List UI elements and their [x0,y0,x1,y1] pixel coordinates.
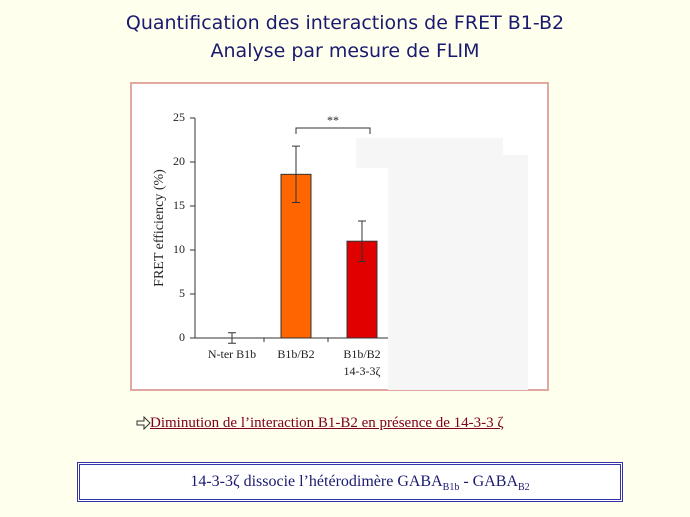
y-tick-label: 5 [179,286,185,300]
blank-panel [356,138,528,390]
title-line: Analyse par mesure de FLIM [210,40,480,62]
x-tick-label: B1b/B2 [277,347,315,361]
y-tick-label: 25 [173,110,185,124]
conclusion-text: - GABA [459,473,518,490]
x-tick-label: N-ter B1b [207,347,257,361]
significance-bracket [295,127,371,134]
title-line: Quantification des interactions de FRET … [125,12,565,34]
y-tick-label: 15 [173,198,185,212]
subscript: B1b [442,482,460,494]
conclusion-box: 14-3-3ζ dissocie l’hétérodimère GABAB1b … [77,462,623,502]
error-bar [228,332,236,344]
y-tick-label: 10 [173,242,185,256]
y-axis-label: FRET efficiency (%) [152,169,167,287]
y-tick-label: 0 [179,330,185,344]
subscript: B2 [518,482,530,494]
significance-label: ** [327,113,339,127]
error-bar [292,145,300,203]
y-tick-label: 20 [173,154,185,168]
arrow-icon [136,415,151,431]
conclusion-text: 14-3-3ζ dissocie l’hétérodimère GABA [190,473,443,490]
error-bar [358,220,366,262]
caption: Diminution de l’interaction B1-B2 en pré… [150,415,504,431]
x-tick-label: B1b/B2 14-3-3ζ [343,347,381,378]
